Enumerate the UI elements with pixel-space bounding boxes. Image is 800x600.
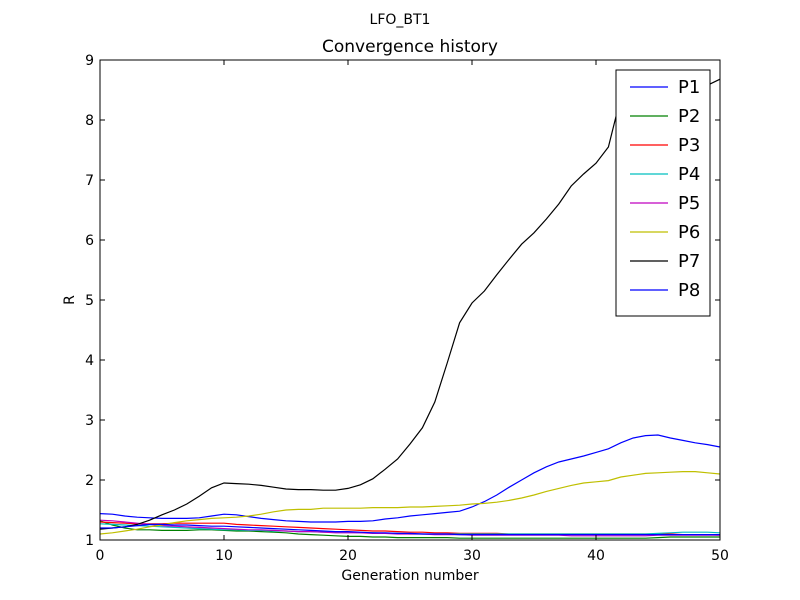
legend-label-p2: P2 [678,106,700,127]
series-line-p8 [100,523,720,536]
plot-area-frame [99,59,721,541]
legend-label-p4: P4 [678,164,700,185]
x-tick-label: 50 [711,548,729,564]
y-tick-label: 9 [85,53,94,69]
x-tick-label: 0 [96,548,105,564]
x-tick-label: 40 [587,548,605,564]
y-tick-label: 4 [85,353,94,369]
y-tick-label: 3 [85,413,94,429]
x-tick-label: 10 [215,548,233,564]
legend-label-p5: P5 [678,193,700,214]
y-tick-label: 8 [85,113,94,129]
chart-title: Convergence history [322,37,498,57]
y-tick-label: 6 [85,233,94,249]
series-layer [99,70,721,539]
y-tick-label: 7 [85,173,94,189]
axis-ticks: 0 10 20 30 40 50 1 2 3 4 5 6 7 8 9 [85,53,729,564]
x-axis-label: Generation number [341,568,478,584]
y-tick-label: 1 [85,533,94,549]
y-tick-label: 5 [85,293,94,309]
series-line-p2 [99,520,720,539]
legend-label-p6: P6 [678,222,700,243]
x-tick-label: 20 [339,548,357,564]
y-tick-label: 2 [85,473,94,489]
y-axis-label: R [62,295,78,305]
x-tick-label: 30 [463,548,481,564]
series-line-p6 [99,471,721,535]
legend-label-p8: P8 [678,280,700,301]
legend-label-p3: P3 [678,135,700,156]
legend-label-p7: P7 [678,251,700,272]
legend-label-p1: P1 [678,77,700,98]
figure-suptitle: LFO_BT1 [370,12,431,28]
legend-box [615,69,711,317]
legend: P1 P2 P3 P4 P5 P6 P7 P8 [615,69,711,317]
series-line-p1 [99,434,721,523]
